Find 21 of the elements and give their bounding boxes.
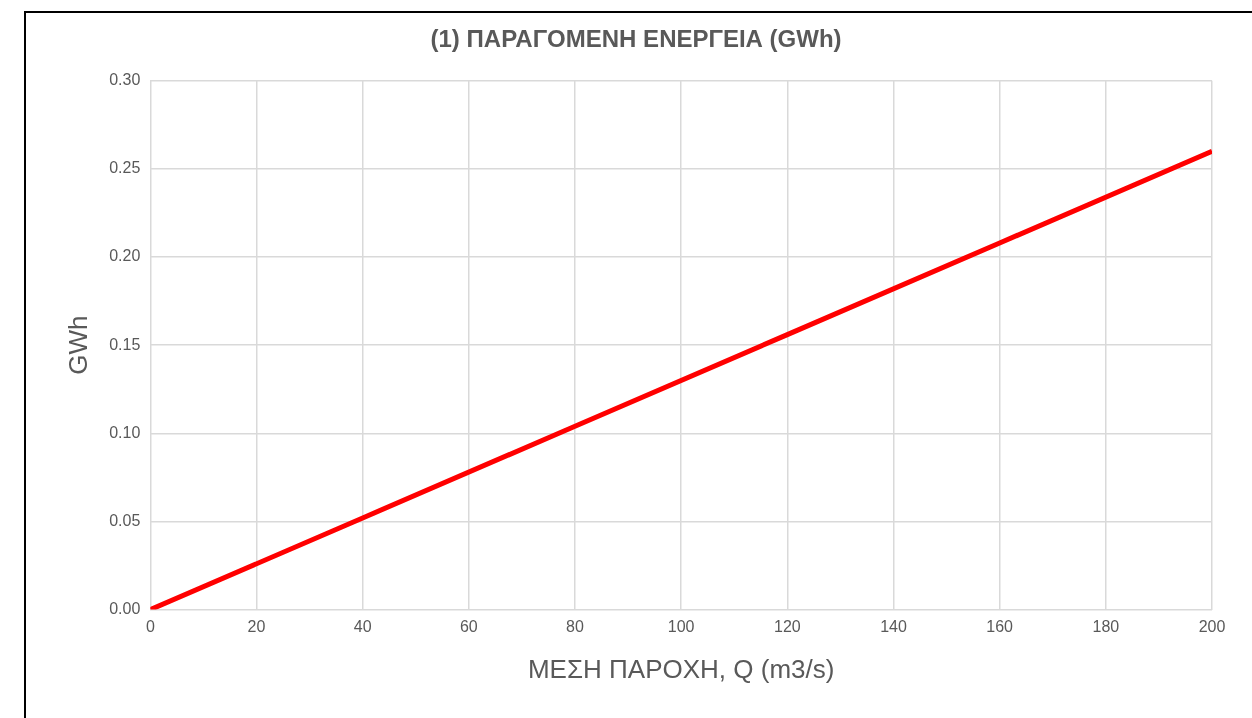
chart-title: (1) ΠΑΡΑΓΟΜΕΝΗ ΕΝΕΡΓΕΙΑ (GWh) — [430, 25, 842, 53]
y-tick-label: 0.30 — [109, 71, 141, 89]
y-tick-label: 0.00 — [109, 600, 141, 618]
x-tick-label: 20 — [247, 617, 266, 635]
y-tick-label: 0.15 — [109, 335, 141, 353]
x-tick-label: 120 — [773, 617, 801, 635]
y-axis-title: GWh — [62, 315, 93, 375]
x-tick-label: 80 — [566, 617, 584, 635]
x-tick-label: 160 — [986, 617, 1014, 635]
y-tick-label: 0.05 — [109, 511, 141, 529]
x-tick-label: 180 — [1092, 617, 1120, 635]
x-tick-label: 100 — [667, 617, 695, 635]
y-tick-label: 0.25 — [109, 159, 141, 177]
x-tick-label: 0 — [145, 617, 155, 635]
x-tick-label: 200 — [1198, 617, 1226, 635]
y-tick-label: 0.20 — [109, 247, 141, 265]
x-axis-title: ΜΕΣΗ ΠΑΡΟΧΗ, Q (m3/s) — [527, 653, 835, 684]
x-tick-label: 140 — [880, 617, 907, 635]
y-tick-label: 0.10 — [109, 423, 141, 441]
x-tick-label: 40 — [353, 617, 372, 635]
x-tick-label: 60 — [459, 617, 478, 635]
